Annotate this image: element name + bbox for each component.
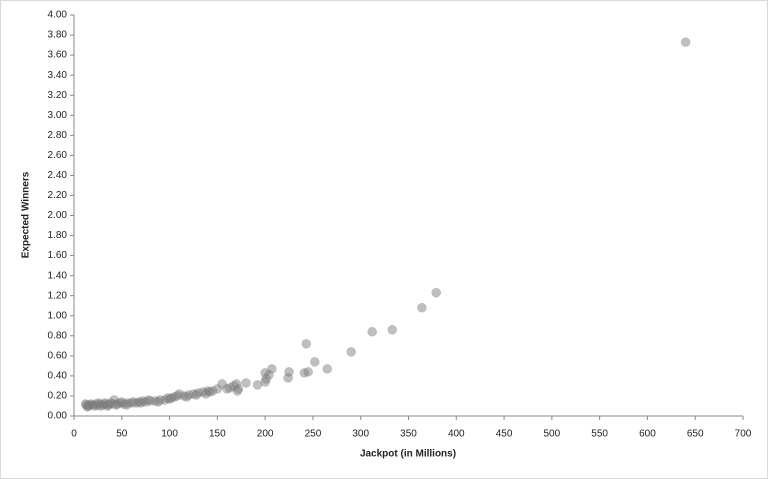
data-point [431,287,441,298]
y-tick-label: 3.60 [48,50,68,61]
data-point [153,397,163,407]
data-point [232,386,243,396]
x-tick-label: 50 [116,429,128,440]
x-tick-label: 100 [161,429,178,440]
y-tick-label: 1.60 [48,250,68,261]
x-tick-label: 150 [209,429,226,440]
y-tick-label: 2.40 [48,170,68,181]
y-tick-label: 0.80 [48,330,68,341]
y-tick-label: 1.00 [48,310,68,321]
x-tick-label: 650 [687,429,704,440]
x-axis-title: Jackpot (in Millions) [360,449,456,460]
data-point [162,393,173,403]
data-point [310,357,320,367]
data-point [299,368,310,378]
x-tick-label: 450 [496,429,513,440]
x-tick-label: 0 [71,429,77,440]
x-tick-label: 700 [735,429,752,440]
y-tick-label: 3.40 [48,70,68,81]
x-tick-label: 400 [448,429,465,440]
y-tick-label: 1.80 [48,230,68,241]
data-point [322,364,333,374]
x-tick-label: 350 [400,429,417,440]
y-tick-label: 0.40 [48,371,68,382]
data-point [284,367,294,377]
y-tick-label: 3.20 [48,90,68,101]
y-tick-label: 0.60 [48,350,68,361]
data-point [201,389,211,399]
y-tick-label: 2.20 [48,190,68,201]
x-tick-label: 250 [305,429,322,440]
data-point [346,347,356,357]
y-tick-label: 0.00 [48,411,68,422]
data-point [301,339,311,349]
y-tick-label: 0.20 [48,391,68,402]
data-point [261,374,271,384]
y-tick-label: 1.20 [48,290,68,301]
x-tick-label: 600 [639,429,656,440]
data-point [182,392,192,402]
y-tick-label: 2.00 [48,210,68,221]
data-point [417,302,427,313]
y-tick-label: 3.80 [48,30,68,41]
y-tick-label: 1.40 [48,270,68,281]
x-tick-label: 200 [257,429,274,440]
y-axis-title: Expected Winners [21,171,32,258]
data-point [387,325,398,335]
data-point [143,395,154,405]
x-tick-label: 550 [591,429,608,440]
y-tick-label: 2.80 [48,130,68,141]
data-point [680,37,691,47]
y-tick-label: 4.00 [48,10,68,21]
y-tick-label: 3.00 [48,110,68,121]
data-point [191,390,202,400]
x-tick-label: 300 [352,429,369,440]
data-point [367,327,377,337]
y-tick-label: 2.60 [48,150,68,161]
data-point [241,378,251,388]
data-point [222,384,232,394]
data-point [252,380,263,390]
x-tick-label: 500 [544,429,561,440]
